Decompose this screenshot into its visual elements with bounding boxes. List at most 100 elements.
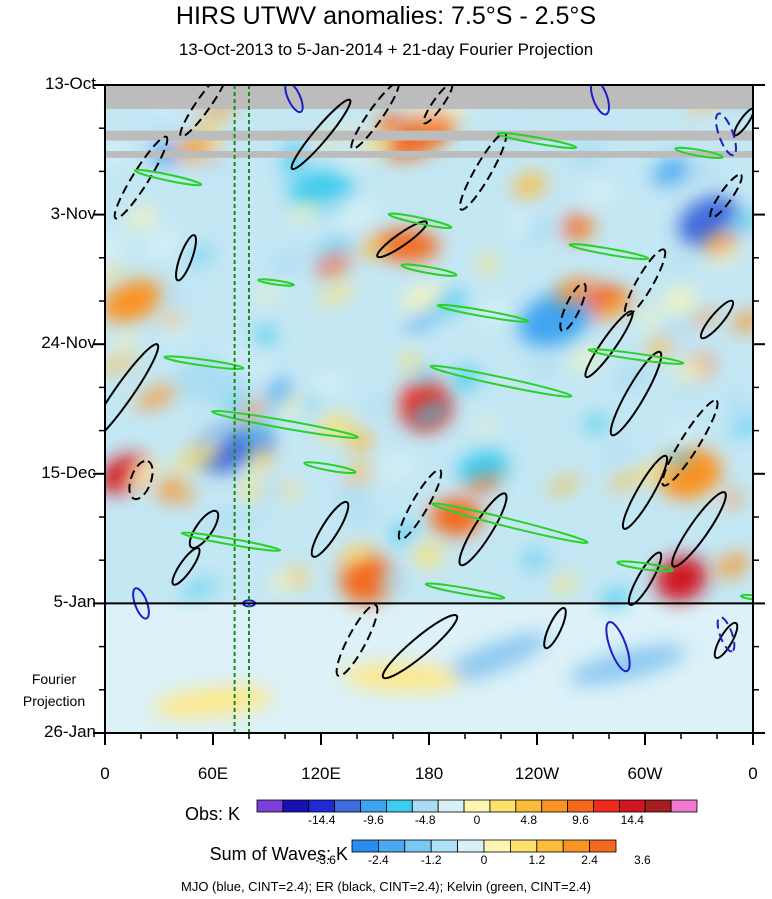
- texture-cell: [532, 358, 555, 376]
- anomaly-feature: [105, 279, 163, 323]
- texture-cell: [349, 506, 374, 525]
- texture-cell: [512, 172, 547, 199]
- texture-cell: [181, 579, 218, 599]
- er-contour: [733, 107, 753, 137]
- er-contour: [584, 310, 634, 379]
- texture-cell: [365, 399, 392, 416]
- kelvin-contour: [257, 278, 295, 287]
- texture-cell: [727, 395, 751, 421]
- kelvin-contour: [180, 531, 282, 552]
- fourier-label-line1: Fourier: [31, 671, 77, 687]
- texture-cell: [255, 325, 276, 346]
- texture-cell: [317, 283, 355, 305]
- colorbar-tick-label: -4.8: [414, 813, 436, 827]
- contour-legend: MJO (blue, CINT=2.4); ER (black, CINT=2.…: [181, 879, 591, 894]
- kelvin-contour: [587, 348, 685, 365]
- texture-cell: [662, 287, 696, 314]
- texture-cell: [127, 207, 157, 229]
- texture-cell: [560, 213, 590, 241]
- x-tick-label: 60W: [627, 764, 663, 783]
- texture-cell: [245, 357, 267, 380]
- texture-cell: [336, 199, 377, 229]
- colorbar-tick-label: -14.4: [308, 813, 336, 827]
- texture-cell: [160, 287, 186, 303]
- texture-cell: [335, 483, 372, 507]
- er-contour: [397, 468, 443, 541]
- er-contour: [381, 613, 459, 680]
- texture-cell: [290, 201, 320, 220]
- texture-cell: [175, 489, 197, 504]
- kelvin-contour: [431, 502, 589, 544]
- er-contour: [422, 85, 454, 125]
- mjo-contour: [715, 112, 737, 157]
- texture-cell: [608, 471, 641, 490]
- texture-cell: [379, 570, 407, 591]
- texture-cell: [586, 414, 608, 433]
- mjo-contour: [132, 587, 150, 620]
- chart-subtitle: 13-Oct-2013 to 5-Jan-2014 + 21-day Fouri…: [178, 40, 594, 59]
- kelvin-contour: [400, 263, 458, 277]
- anomaly-feature: [153, 686, 273, 718]
- fourier-label-line2: Projection: [22, 693, 86, 709]
- texture-cell: [270, 573, 292, 593]
- x-tick-label: 60E: [197, 764, 229, 783]
- er-contour: [175, 234, 197, 282]
- kelvin-contour: [436, 303, 530, 323]
- colorbar-cell: [593, 799, 620, 813]
- colorbar-cell: [334, 799, 361, 813]
- y-tick-label: 26-Jan: [44, 722, 96, 741]
- colorbar-tick-label: 2.4: [581, 853, 598, 867]
- kelvin-contour: [211, 409, 359, 439]
- waves-colorbar-label: Sum of Waves: K: [209, 844, 348, 864]
- colorbar-cell: [483, 839, 511, 853]
- texture-cell: [715, 553, 750, 578]
- kelvin-contour: [424, 582, 506, 600]
- missing-band: [105, 85, 753, 110]
- anomaly-field: [105, 85, 753, 733]
- texture-cell: [555, 278, 590, 303]
- texture-cell: [410, 400, 450, 426]
- colorbar-tick-label: -1.2: [420, 853, 442, 867]
- y-tick-label: 5-Jan: [53, 592, 96, 612]
- colorbar-cell: [489, 799, 517, 813]
- colorbar-tick-label: -2.4: [368, 853, 389, 867]
- texture-cell: [188, 248, 212, 264]
- colorbar-tick-label: 1.2: [528, 853, 546, 867]
- texture-cell: [400, 352, 421, 374]
- texture-cell: [401, 284, 442, 311]
- er-contour: [559, 282, 587, 332]
- texture-cell: [105, 263, 123, 280]
- texture-cell: [730, 417, 753, 436]
- colorbar-tick-label: 9.6: [572, 813, 589, 827]
- colorbar-cell: [256, 799, 284, 813]
- anomaly-feature: [340, 553, 392, 604]
- colorbar-cell: [644, 799, 672, 813]
- colorbar-cell: [589, 839, 617, 853]
- texture-cell: [268, 252, 303, 276]
- y-tick-label: 13-Oct: [44, 74, 96, 93]
- er-contour: [105, 343, 160, 444]
- missing-band: [105, 130, 753, 141]
- x-tick-label: 120W: [514, 764, 560, 783]
- texture-cell: [405, 313, 437, 332]
- texture-cell: [239, 478, 262, 501]
- anomaly-feature: [342, 663, 462, 692]
- texture-cell: [662, 318, 694, 340]
- anomaly-feature: [175, 359, 251, 404]
- colorbar-tick-label: 3.6: [634, 853, 651, 867]
- texture-cell: [105, 353, 137, 374]
- texture-cell: [670, 256, 692, 271]
- chart-title: HIRS UTWV anomalies: 7.5°S - 2.5°S: [175, 2, 597, 30]
- colorbar-cell: [437, 799, 465, 813]
- er-contour: [310, 500, 350, 558]
- y-tick-label: 15-Dec: [41, 462, 96, 482]
- mjo-contour: [605, 621, 631, 673]
- obs-colorbar: [256, 799, 698, 813]
- kelvin-contour: [163, 355, 245, 371]
- texture-cell: [163, 311, 181, 329]
- texture-cell: [282, 155, 306, 177]
- colorbar-cell: [411, 799, 439, 813]
- colorbar-cell: [386, 799, 413, 813]
- texture-cell: [136, 385, 176, 410]
